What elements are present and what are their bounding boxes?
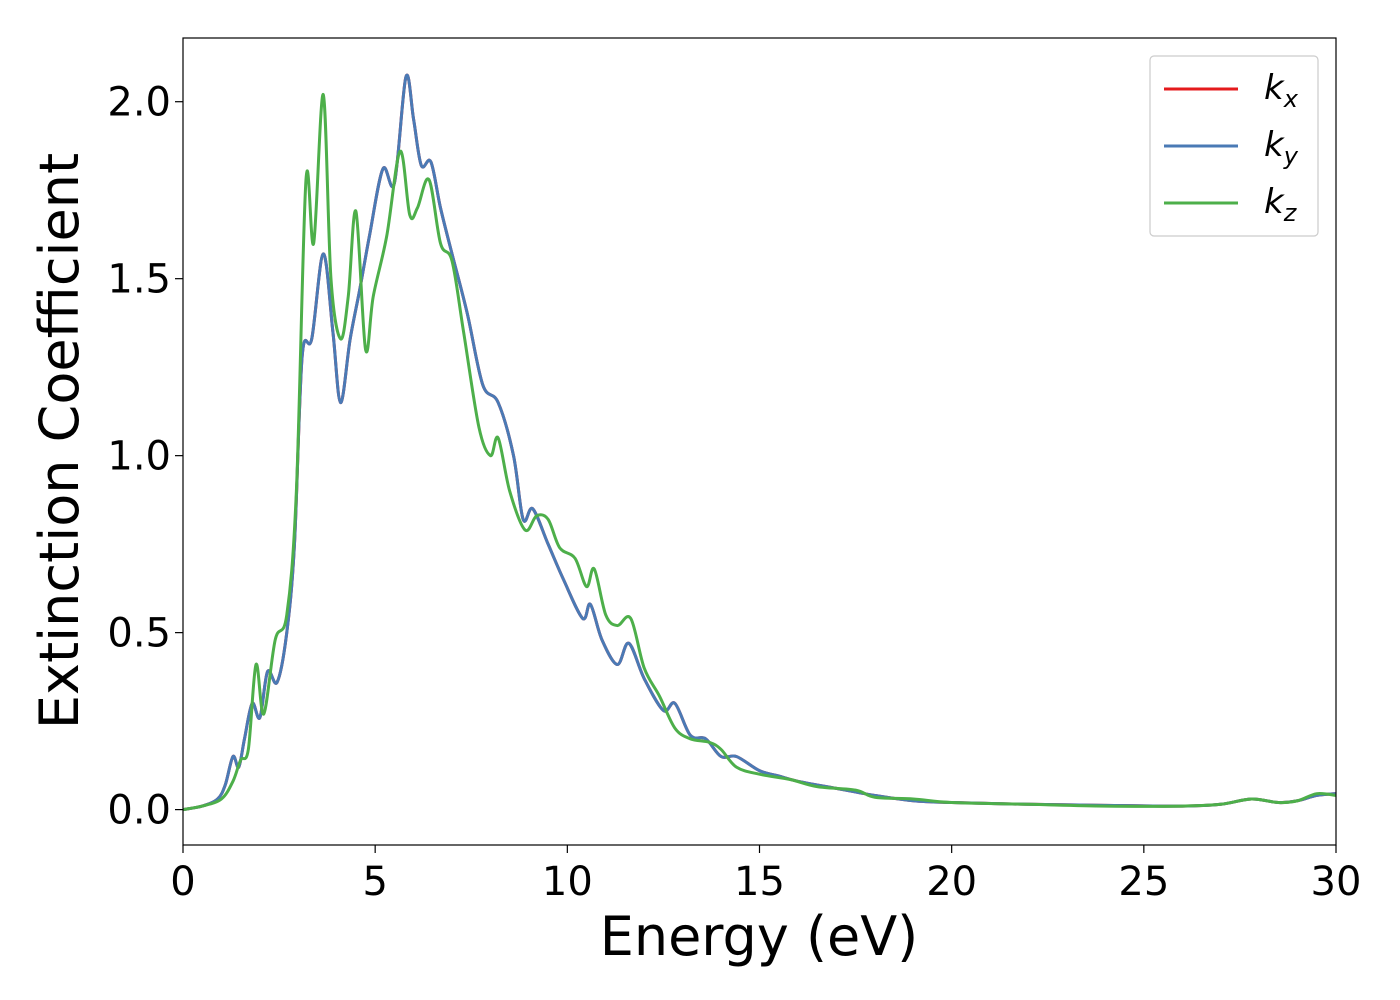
series-layer <box>183 73 1336 812</box>
series-line-kz <box>183 93 1336 812</box>
x-tick-label: 25 <box>1118 859 1169 905</box>
y-tick-label: 2.0 <box>107 80 171 126</box>
x-tick-label: 20 <box>926 859 977 905</box>
x-axis: 0 5 10 15 20 25 30 <box>170 845 1361 905</box>
series-line-ky <box>183 73 1336 812</box>
x-axis-title: Energy (eV) <box>600 905 919 968</box>
y-tick-label: 0.0 <box>107 788 171 834</box>
legend-label: kx <box>1264 68 1299 113</box>
x-tick-label: 30 <box>1311 859 1362 905</box>
legend-label: kz <box>1264 182 1298 227</box>
y-tick-label: 1.5 <box>107 257 171 303</box>
plot-area <box>183 38 1336 845</box>
x-tick-label: 10 <box>542 859 593 905</box>
legend-label: ky <box>1264 125 1299 170</box>
y-axis: 0.0 0.5 1.0 1.5 2.0 <box>107 80 183 834</box>
x-tick-label: 15 <box>734 859 785 905</box>
x-tick-label: 0 <box>170 859 195 905</box>
y-tick-label: 0.5 <box>107 611 171 657</box>
x-tick-label: 5 <box>362 859 387 905</box>
y-tick-label: 1.0 <box>107 434 171 480</box>
y-axis-title: Extinction Coefficient <box>28 153 91 729</box>
legend: kx ky kz <box>1149 55 1319 237</box>
